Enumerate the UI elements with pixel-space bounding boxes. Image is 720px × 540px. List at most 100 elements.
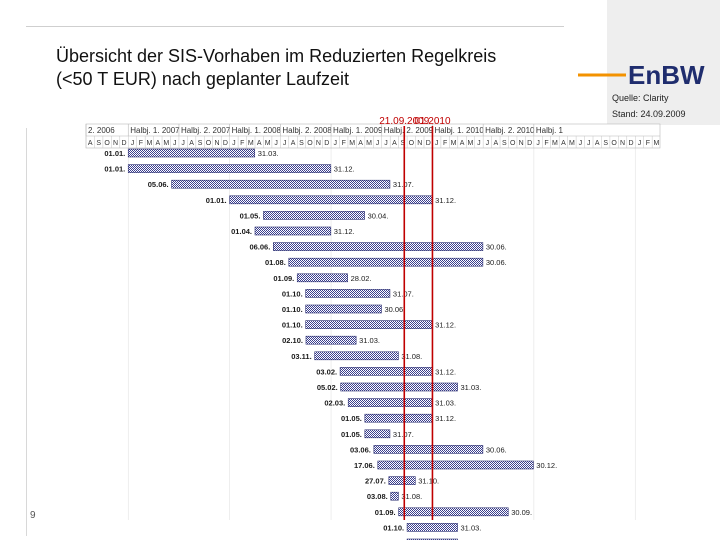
task-end-label: 30.06. [486,258,507,267]
task-end-label: 31.03. [435,399,456,408]
month-label: J [181,140,185,147]
task-start-label: 01.10. [282,289,303,298]
task-bar [390,491,399,501]
task-end-label: 30.06. [486,445,507,454]
task-start-label: 01.01. [206,196,227,205]
month-label: O [307,140,313,147]
task-end-label: 31.03. [461,383,482,392]
task-bar [377,460,534,470]
task-end-label: 31.03. [258,149,279,158]
stand-label: Stand: 24.09.2009 [612,109,686,119]
task-bar [364,429,391,439]
period-label: Halbj. 2. 2010 [485,126,535,135]
month-label: N [214,140,219,147]
task-bar [398,507,509,517]
month-label: D [426,140,431,147]
task-end-label: 28.02. [351,274,372,283]
task-start-label: 01.10. [282,305,303,314]
month-label: J [173,140,177,147]
month-label: F [544,140,548,147]
source-label: Quelle: Clarity [612,93,669,103]
month-label: A [561,140,566,147]
period-label: Halbj. 1. 2009 [333,126,383,135]
month-label: A [155,140,160,147]
task-start-label: 03.02. [316,367,337,376]
month-label: S [299,140,304,147]
month-label: M [569,140,575,147]
month-label: A [493,140,498,147]
task-end-label: 31.12. [435,367,456,376]
task-bar [347,398,433,407]
task-start-label: 01.09. [273,274,294,283]
month-label: J [536,140,540,147]
task-end-label: 31.07. [393,289,414,298]
task-start-label: 02.10. [282,336,303,345]
task-end-label: 31.07. [393,180,414,189]
page-title: Übersicht der SIS-Vorhaben im Reduzierte… [56,45,496,91]
month-label: A [88,140,93,147]
task-start-label: 01.08. [265,258,286,267]
task-bar [305,304,382,314]
task-bar [340,382,458,392]
month-label: D [628,140,633,147]
month-label: J [376,140,380,147]
task-end-label: 31.12. [435,414,456,423]
task-end-label: 30.04. [368,211,389,220]
month-label: J [587,140,591,147]
task-start-label: 01.10. [282,321,303,330]
task-bar [314,351,399,361]
task-start-label: 27.07. [365,477,386,486]
task-start-label: 01.05. [341,430,362,439]
month-label: S [502,140,507,147]
task-start-label: 01.05. [240,211,261,220]
month-label: F [646,140,650,147]
task-bar [305,289,391,298]
task-bar [296,273,348,283]
task-end-label: 30.09. [511,508,532,517]
month-label: M [468,140,474,147]
month-label: N [113,140,118,147]
task-end-label: 31.03. [461,523,482,532]
month-label: D [223,140,228,147]
month-label: F [240,140,244,147]
month-label: A [595,140,600,147]
month-label: M [349,140,355,147]
month-label: M [146,140,152,147]
month-label: N [417,140,422,147]
task-bar [388,476,416,485]
task-start-label: 01.04. [231,227,252,236]
month-label: J [486,140,490,147]
date-marker-label: 01.2010 [414,116,451,127]
month-label: F [443,140,447,147]
month-label: J [579,140,583,147]
month-label: O [611,140,617,147]
task-end-label: 31.12. [435,196,456,205]
task-start-label: 03.11. [291,352,311,361]
month-label: A [392,140,397,147]
task-end-label: 31.12. [334,165,355,174]
date-marker-label: 21.09.2009 [379,116,429,127]
task-start-label: 06.06. [249,243,270,252]
task-start-label: 01.05. [341,414,362,423]
task-bar [127,148,256,158]
month-label: D [527,140,532,147]
month-label: M [163,140,169,147]
task-end-label: 31.10. [418,477,439,486]
task-bar [127,164,332,173]
period-label: Halbj. 2. 2007 [181,126,231,135]
period-label: Halbj. 1. 2007 [130,126,180,135]
month-label: A [358,140,363,147]
month-label: J [477,140,481,147]
task-bar [171,179,391,189]
month-label: J [334,140,338,147]
task-end-label: 31.07. [393,430,414,439]
month-label: S [198,140,203,147]
month-label: J [638,140,642,147]
task-start-label: 01.01. [104,149,125,158]
task-bar [254,226,332,236]
month-label: J [131,140,135,147]
month-label: A [257,140,262,147]
month-label: N [519,140,524,147]
month-label: J [384,140,388,147]
task-end-label: 30.12. [536,461,557,470]
